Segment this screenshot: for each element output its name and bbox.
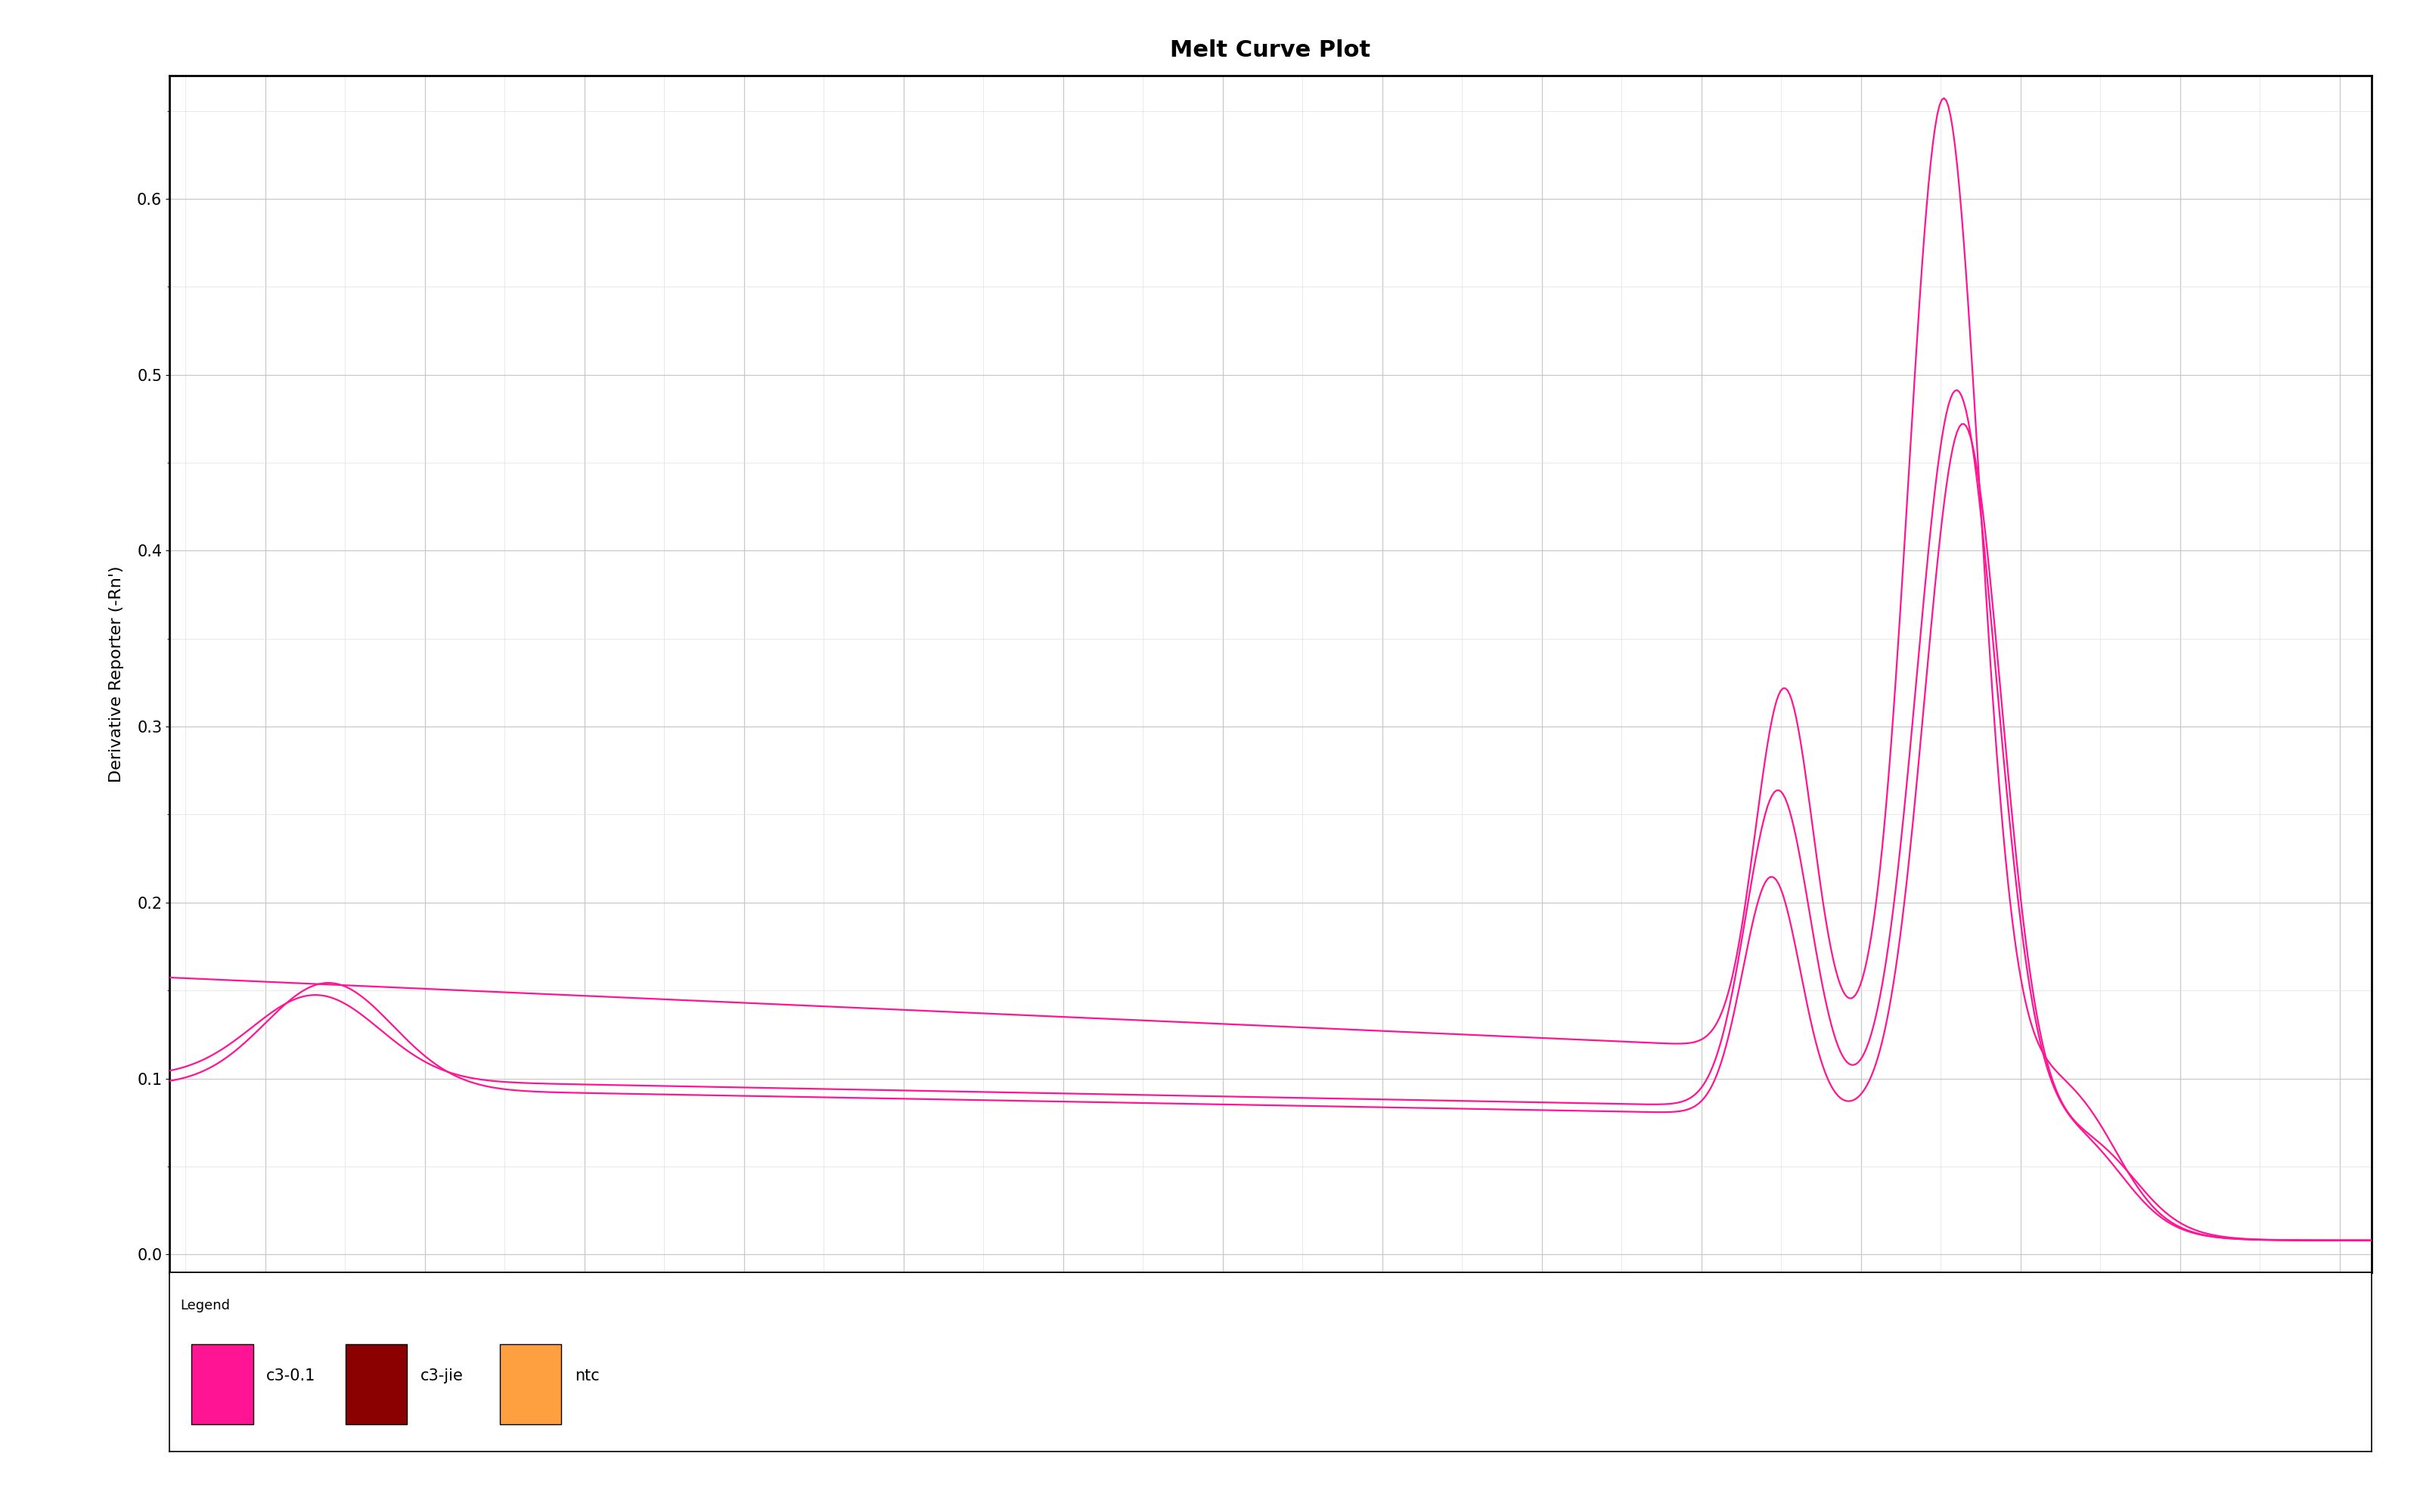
FancyBboxPatch shape: [191, 1344, 254, 1424]
X-axis label: Temperature (°C): Temperature (°C): [1198, 1306, 1343, 1321]
Y-axis label: Derivative Reporter (-Rn'): Derivative Reporter (-Rn'): [109, 565, 123, 782]
Text: Legend: Legend: [182, 1299, 230, 1312]
Text: ntc: ntc: [574, 1368, 600, 1383]
Title: Melt Curve Plot: Melt Curve Plot: [1171, 39, 1370, 60]
Text: c3-jie: c3-jie: [421, 1368, 465, 1383]
FancyBboxPatch shape: [501, 1344, 561, 1424]
Text: c3-0.1: c3-0.1: [266, 1368, 315, 1383]
FancyBboxPatch shape: [346, 1344, 407, 1424]
